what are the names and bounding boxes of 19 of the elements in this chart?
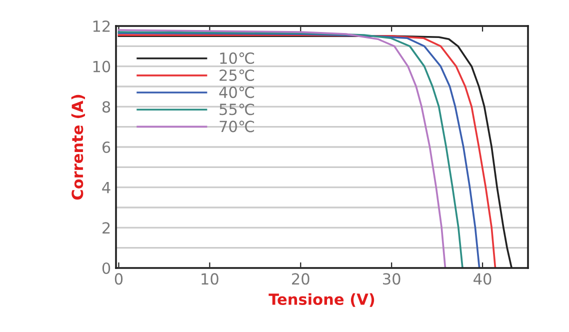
legend-label: 10℃ bbox=[220, 52, 254, 64]
legend-label: 40℃ bbox=[219, 86, 254, 98]
y-tick-label: 8 bbox=[102, 101, 110, 113]
x-axis-title: Tensione (V) bbox=[268, 293, 374, 307]
y-tick-label: 2 bbox=[102, 222, 110, 234]
y-tick-label: 0 bbox=[102, 262, 110, 274]
x-tick-label: 20 bbox=[292, 273, 310, 285]
x-tick-label: 40 bbox=[474, 273, 492, 285]
x-tick-label: 0 bbox=[114, 273, 123, 285]
legend-label: 25℃ bbox=[220, 69, 254, 82]
y-tick-label: 4 bbox=[102, 182, 110, 194]
y-tick-label: 12 bbox=[93, 20, 110, 32]
legend-label: 70℃ bbox=[220, 120, 254, 132]
x-tick-label: 10 bbox=[202, 273, 218, 285]
legend-label: 55℃ bbox=[220, 104, 254, 116]
y-tick-label: 10 bbox=[93, 60, 110, 72]
x-tick-label: 30 bbox=[383, 273, 400, 285]
y-axis-title: Corrente (A) bbox=[71, 94, 85, 200]
y-tick-label: 6 bbox=[102, 141, 110, 154]
